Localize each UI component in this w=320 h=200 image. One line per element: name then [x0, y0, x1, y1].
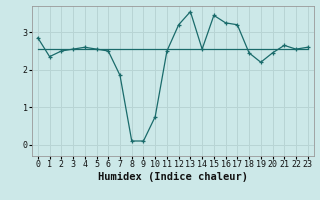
- X-axis label: Humidex (Indice chaleur): Humidex (Indice chaleur): [98, 172, 248, 182]
